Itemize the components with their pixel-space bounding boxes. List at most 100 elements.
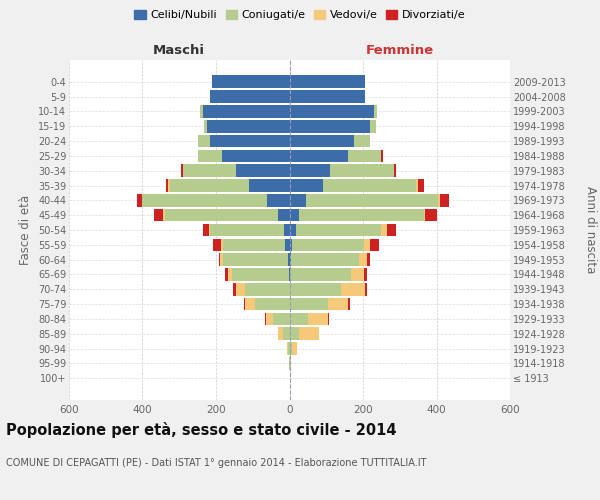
Bar: [287, 254, 290, 266]
Bar: [290, 150, 348, 162]
Bar: [367, 254, 370, 266]
Bar: [137, 194, 142, 206]
Bar: [370, 238, 379, 251]
Bar: [374, 105, 377, 118]
Text: Femmine: Femmine: [365, 44, 434, 57]
Bar: [223, 238, 285, 251]
Y-axis label: Fasce di età: Fasce di età: [19, 195, 32, 265]
Bar: [221, 150, 290, 162]
Bar: [382, 150, 383, 162]
Bar: [387, 224, 397, 236]
Bar: [348, 150, 382, 162]
Text: COMUNE DI CEPAGATTI (PE) - Dati ISTAT 1° gennaio 2014 - Elaborazione TUTTITALIA.: COMUNE DI CEPAGATTI (PE) - Dati ISTAT 1°…: [6, 458, 427, 468]
Bar: [290, 283, 341, 296]
Bar: [290, 268, 351, 281]
Bar: [290, 135, 354, 147]
Bar: [290, 179, 323, 192]
Bar: [287, 342, 290, 355]
Bar: [212, 76, 290, 88]
Bar: [168, 179, 170, 192]
Bar: [290, 238, 292, 251]
Bar: [292, 342, 297, 355]
Bar: [296, 224, 380, 236]
Bar: [364, 238, 370, 251]
Bar: [163, 209, 164, 222]
Bar: [245, 298, 254, 310]
Bar: [292, 238, 364, 251]
Bar: [154, 209, 163, 222]
Bar: [439, 194, 440, 206]
Bar: [204, 120, 207, 132]
Text: Popolazione per età, sesso e stato civile - 2014: Popolazione per età, sesso e stato civil…: [6, 422, 397, 438]
Bar: [416, 179, 418, 192]
Bar: [354, 135, 370, 147]
Legend: Celibi/Nubili, Coniugati/e, Vedovi/e, Divorziati/e: Celibi/Nubili, Coniugati/e, Vedovi/e, Di…: [130, 6, 470, 25]
Bar: [220, 254, 223, 266]
Bar: [170, 179, 249, 192]
Bar: [323, 179, 416, 192]
Bar: [266, 312, 273, 325]
Bar: [289, 357, 290, 370]
Bar: [212, 238, 221, 251]
Bar: [290, 76, 365, 88]
Bar: [278, 328, 283, 340]
Bar: [209, 224, 211, 236]
Bar: [142, 194, 268, 206]
Text: Anni di nascita: Anni di nascita: [584, 186, 597, 274]
Bar: [285, 238, 290, 251]
Bar: [200, 105, 203, 118]
Bar: [306, 194, 439, 206]
Bar: [221, 238, 223, 251]
Bar: [181, 164, 183, 177]
Bar: [166, 179, 168, 192]
Bar: [236, 164, 290, 177]
Bar: [380, 224, 387, 236]
Bar: [290, 164, 330, 177]
Bar: [290, 105, 374, 118]
Bar: [164, 209, 278, 222]
Bar: [299, 209, 424, 222]
Bar: [364, 268, 367, 281]
Bar: [254, 298, 290, 310]
Text: Maschi: Maschi: [153, 44, 205, 57]
Bar: [249, 179, 290, 192]
Bar: [290, 254, 292, 266]
Bar: [284, 224, 290, 236]
Bar: [273, 312, 290, 325]
Bar: [440, 194, 449, 206]
Bar: [299, 328, 319, 340]
Bar: [232, 268, 289, 281]
Bar: [290, 90, 365, 103]
Bar: [211, 135, 290, 147]
Bar: [183, 164, 236, 177]
Bar: [290, 298, 328, 310]
Bar: [236, 283, 245, 296]
Bar: [265, 312, 266, 325]
Bar: [207, 120, 290, 132]
Bar: [244, 298, 245, 310]
Bar: [228, 268, 232, 281]
Bar: [225, 268, 228, 281]
Bar: [351, 268, 364, 281]
Bar: [278, 209, 290, 222]
Bar: [359, 254, 367, 266]
Bar: [290, 209, 299, 222]
Bar: [289, 268, 290, 281]
Bar: [290, 120, 370, 132]
Bar: [290, 328, 299, 340]
Bar: [365, 283, 367, 296]
Bar: [290, 342, 292, 355]
Bar: [418, 179, 424, 192]
Bar: [394, 164, 396, 177]
Bar: [425, 209, 437, 222]
Bar: [341, 283, 365, 296]
Bar: [424, 209, 425, 222]
Bar: [290, 357, 291, 370]
Bar: [308, 312, 328, 325]
Bar: [370, 120, 376, 132]
Bar: [328, 312, 329, 325]
Bar: [203, 105, 290, 118]
Bar: [330, 164, 394, 177]
Bar: [197, 150, 221, 162]
Bar: [290, 312, 308, 325]
